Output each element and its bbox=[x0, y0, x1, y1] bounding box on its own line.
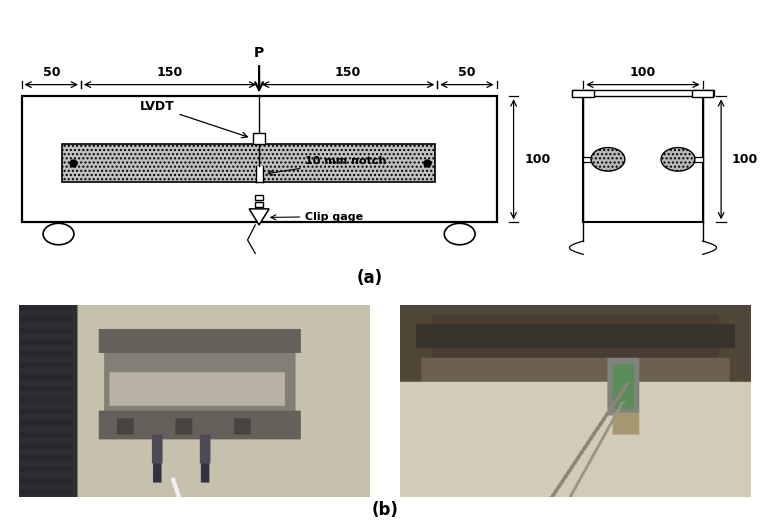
Bar bbox=[584, 96, 702, 222]
Text: 100: 100 bbox=[524, 153, 551, 166]
Bar bbox=[678, 157, 702, 162]
Text: 150: 150 bbox=[157, 66, 183, 79]
Circle shape bbox=[444, 224, 475, 245]
Text: 150: 150 bbox=[335, 66, 361, 79]
Text: 50: 50 bbox=[42, 66, 60, 79]
Bar bbox=[22, 96, 497, 222]
Ellipse shape bbox=[591, 148, 625, 171]
Bar bbox=[256, 202, 263, 207]
Text: (b): (b) bbox=[372, 501, 398, 519]
Text: 10 mm notch: 10 mm notch bbox=[268, 156, 387, 175]
Bar bbox=[571, 90, 715, 96]
Bar bbox=[691, 90, 713, 97]
Circle shape bbox=[43, 224, 74, 245]
Bar bbox=[62, 144, 435, 182]
Text: Clip gage: Clip gage bbox=[271, 211, 363, 221]
Text: LVDT: LVDT bbox=[140, 100, 247, 138]
Bar bbox=[573, 90, 594, 97]
Bar bbox=[256, 196, 263, 200]
Bar bbox=[256, 166, 263, 183]
Ellipse shape bbox=[661, 148, 695, 171]
Text: 100: 100 bbox=[732, 153, 758, 166]
Text: 50: 50 bbox=[458, 66, 476, 79]
Text: 100: 100 bbox=[630, 66, 656, 79]
Bar bbox=[584, 157, 608, 162]
Text: P: P bbox=[254, 46, 264, 60]
Text: (a): (a) bbox=[357, 269, 383, 287]
Bar bbox=[253, 133, 265, 144]
Polygon shape bbox=[249, 209, 270, 225]
